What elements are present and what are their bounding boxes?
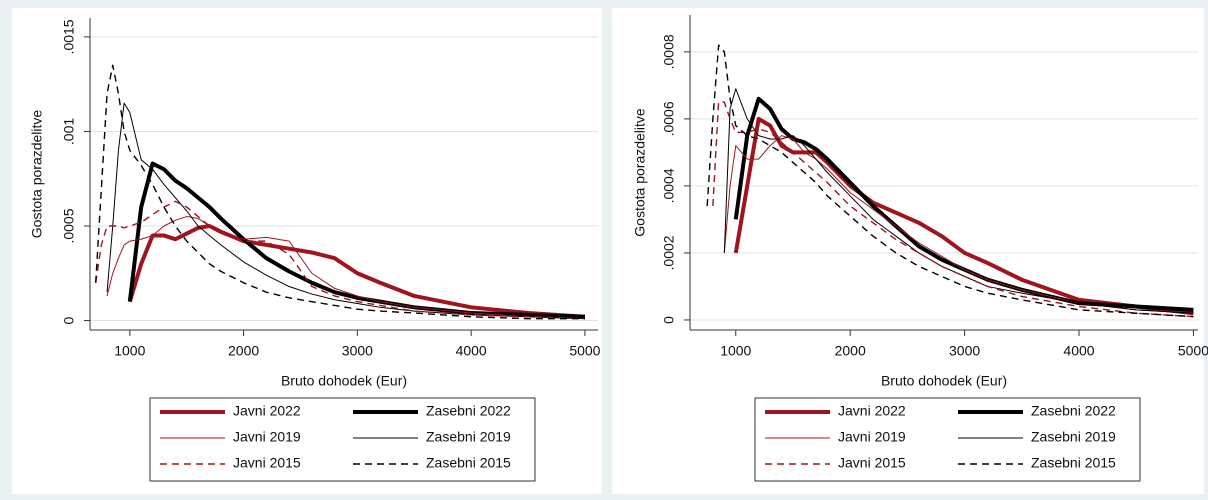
- x-tick-label: 5000: [1178, 343, 1208, 359]
- x-tick-label: 2000: [835, 343, 866, 359]
- legend-label: Zasebni 2015: [426, 455, 511, 471]
- legend-label: Zasebni 2022: [426, 403, 511, 419]
- x-axis-title: Bruto dohodek (Eur): [281, 373, 407, 389]
- x-tick-label: 3000: [949, 343, 980, 359]
- x-tick-label: 1000: [114, 343, 145, 359]
- y-tick-label: .0008: [661, 34, 677, 69]
- y-tick-label: .0002: [661, 235, 677, 270]
- y-tick-label: .0005: [61, 208, 77, 243]
- y-axis-title: Gostota porazdelitve: [632, 108, 648, 237]
- data-line: [106, 102, 585, 320]
- y-tick-label: .0004: [661, 168, 677, 203]
- legend-label: Javni 2022: [233, 403, 301, 419]
- x-axis-title: Bruto dohodek (Eur): [881, 373, 1007, 389]
- data-line: [127, 224, 586, 319]
- data-line: [723, 88, 1194, 314]
- legend-label: Javni 2015: [838, 455, 906, 471]
- y-tick-label: .0006: [661, 101, 677, 136]
- legend-label: Zasebni 2015: [1031, 455, 1116, 471]
- legend-label: Zasebni 2019: [426, 429, 511, 445]
- data-line: [94, 200, 585, 320]
- legend-label: Zasebni 2019: [1031, 429, 1116, 445]
- data-line: [723, 135, 1194, 314]
- legend-label: Javni 2019: [233, 429, 301, 445]
- y-tick-label: .0015: [61, 19, 77, 54]
- legend-label: Zasebni 2022: [1031, 403, 1116, 419]
- data-line: [712, 101, 1194, 318]
- data-line: [706, 44, 1194, 318]
- y-axis-title: Gostota porazdelitve: [29, 110, 45, 239]
- legend-label: Javni 2019: [838, 429, 906, 445]
- x-tick-label: 1000: [720, 343, 751, 359]
- legend-label: Javni 2015: [233, 455, 301, 471]
- x-tick-label: 4000: [456, 343, 487, 359]
- legend-label: Javni 2022: [838, 403, 906, 419]
- y-tick-label: .001: [61, 118, 77, 145]
- y-tick-label: 0: [61, 316, 77, 324]
- x-tick-label: 2000: [228, 343, 259, 359]
- x-tick-label: 3000: [342, 343, 373, 359]
- x-tick-label: 4000: [1063, 343, 1094, 359]
- data-line: [94, 64, 585, 320]
- x-tick-label: 5000: [569, 343, 600, 359]
- y-tick-label: 0: [661, 316, 677, 324]
